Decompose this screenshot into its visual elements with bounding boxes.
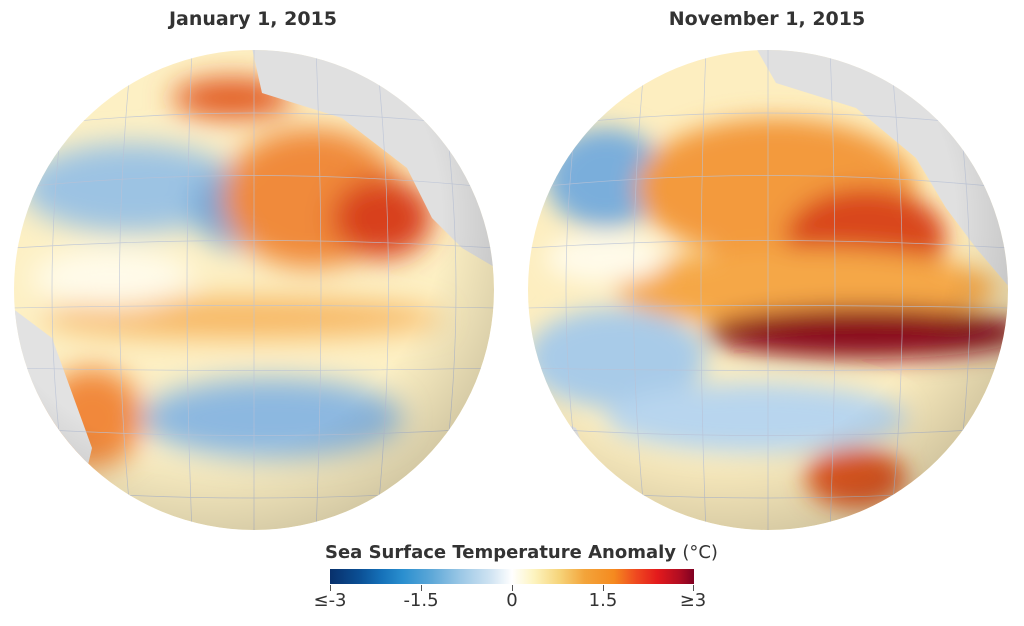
globe-january <box>14 50 494 530</box>
legend-tick-label: ≥3 <box>679 590 707 611</box>
legend-colorbar <box>330 569 694 584</box>
legend-tick <box>330 585 331 591</box>
legend-title: Sea Surface Temperature Anomaly (°C) <box>325 542 718 563</box>
legend-tick-label: 0 <box>506 590 518 611</box>
legend-tick <box>421 585 422 591</box>
legend-tick-label: -1.5 <box>403 590 439 611</box>
legend-tick-label: 1.5 <box>588 590 618 611</box>
legend-tick <box>603 585 604 591</box>
legend-tick <box>693 585 694 591</box>
legend-tick <box>512 585 513 591</box>
globe-november <box>528 50 1008 530</box>
panel-title-right: November 1, 2015 <box>668 8 866 30</box>
panel-title-left: January 1, 2015 <box>168 8 338 30</box>
legend-title-text: Sea Surface Temperature Anomaly <box>325 542 677 563</box>
legend-tick-label: ≤-3 <box>313 590 347 611</box>
legend-unit: (°C) <box>682 542 718 563</box>
